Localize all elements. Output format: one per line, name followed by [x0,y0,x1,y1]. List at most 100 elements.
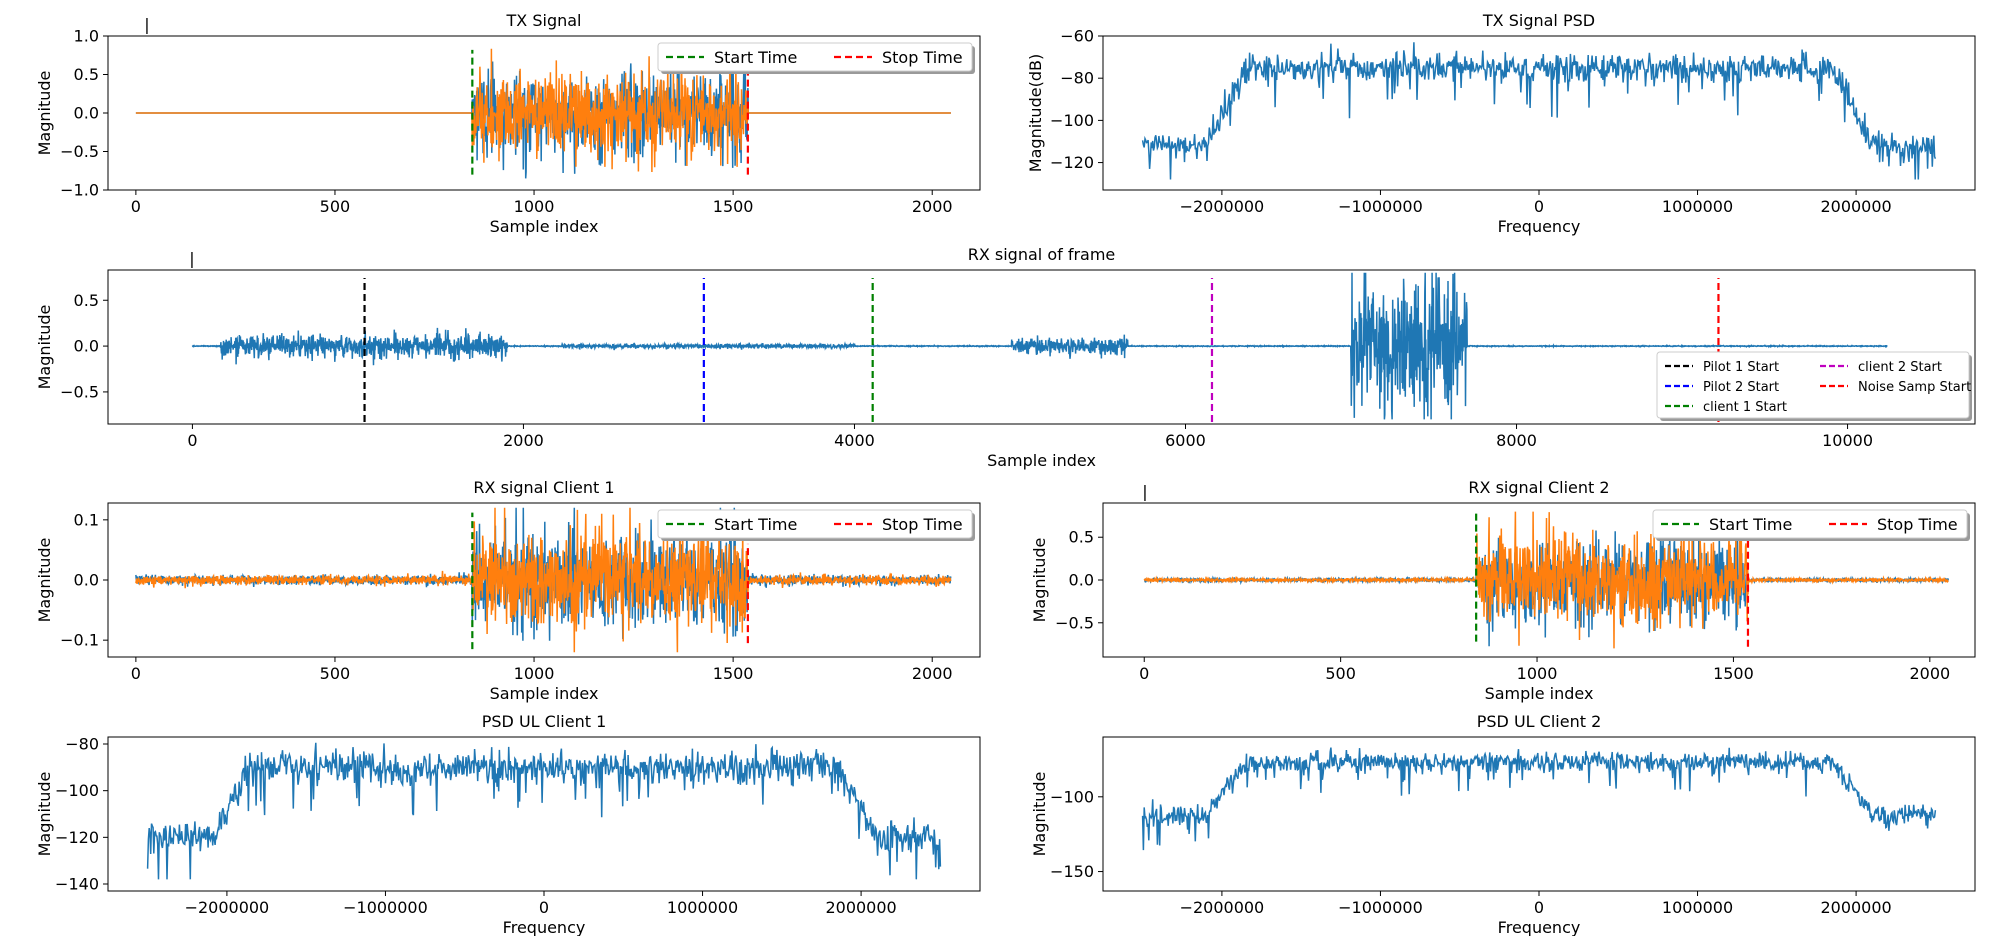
legend-box [1656,351,1970,419]
x-axis-label: Frequency [1498,217,1581,236]
y-tick-label: −100 [55,781,99,800]
x-tick-label: 1500 [713,664,754,683]
y-tick-label: −120 [55,828,99,847]
axes-frame [107,736,981,892]
y-tick-label: −0.1 [60,631,99,650]
x-tick-label: 1000000 [667,898,738,917]
y-tick-label: −80 [1060,69,1094,88]
x-tick-label: 2000000 [1820,197,1891,216]
y-tick-label: −0.5 [1055,613,1094,632]
legend: Start Time Stop Time [657,509,975,541]
y-tick-label: −60 [1060,27,1094,46]
x-tick-label: 0 [1534,197,1544,216]
x-tick-label: 500 [320,664,351,683]
x-tick-label: −2000000 [1180,898,1265,917]
chart-title: RX signal of frame [968,245,1116,264]
subplot-7: −2000000 −1000000 0 1000000 2000000 −100 −150 P… [1030,712,1976,936]
series-line-2 [135,507,952,653]
y-tick-label: −0.5 [60,382,99,401]
y-tick-label: −80 [65,735,99,754]
legend: Start Time Stop Time [1652,509,1970,541]
axes-frame [1102,736,1976,892]
y-axis-label: Magnitude [35,305,54,390]
legend-label: Pilot 2 Start [1703,380,1779,395]
legend-box [1652,509,1968,539]
x-tick-label: 2000 [912,664,953,683]
x-tick-label: 0 [1534,898,1544,917]
x-tick-label: 1000 [1517,664,1558,683]
subplot-5: 0 500 1000 1500 2000 0.5 0.0 −0.5 RX signal Clie… [1030,478,1976,703]
legend-label: Start Time [714,515,797,534]
x-tick-label: 0 [131,197,141,216]
x-tick-label: 4000 [834,431,875,450]
legend-label: Stop Time [1877,515,1958,534]
y-tick-label: 0.1 [74,510,99,529]
y-tick-label: −140 [55,875,99,894]
x-tick-label: 1500 [1713,664,1754,683]
x-tick-label: 0 [1139,664,1149,683]
y-tick-label: −100 [1050,787,1094,806]
x-axis-label: Frequency [1498,918,1581,936]
chart-title: TX Signal [506,11,582,30]
plot-area [1141,42,1937,180]
x-axis-label: Sample index [1485,684,1594,703]
legend-label: Start Time [1709,515,1792,534]
x-tick-label: 500 [1325,664,1356,683]
plot-area [1143,511,1950,649]
x-tick-label: −1000000 [1338,898,1423,917]
y-tick-label: 1.0 [74,27,99,46]
y-axis-label: Magnitude [1030,538,1049,623]
x-tick-label: −1000000 [1338,197,1423,216]
y-tick-label: −0.5 [60,142,99,161]
series-line-2 [135,47,951,173]
y-tick-label: 0.0 [74,104,99,123]
y-tick-label: −120 [1050,153,1094,172]
x-tick-label: 2000 [1909,664,1950,683]
plot-area [1141,747,1937,851]
chart-title: PSD UL Client 2 [1477,712,1602,731]
x-axis-label: Sample index [490,217,599,236]
x-tick-label: 1000000 [1662,197,1733,216]
x-tick-label: 2000000 [825,898,896,917]
marker-glyph: | [189,249,194,268]
legend: Pilot 1 Start Pilot 2 Start client 1 Start… [1656,351,1972,421]
x-tick-label: 0 [187,431,197,450]
subplot-3: 0 2000 4000 6000 8000 10000 0.5 0.0 −0.5 RX signa… [35,245,1976,470]
y-tick-label: 0.5 [74,65,99,84]
series-line-2 [1143,511,1949,649]
chart-title: TX Signal PSD [1482,11,1595,30]
y-tick-label: −100 [1050,111,1094,130]
y-axis-label: Magnitude [35,71,54,156]
y-axis-label: Magnitude [35,538,54,623]
rx-frame-line [191,272,1888,420]
x-tick-label: −1000000 [343,898,428,917]
y-tick-label: 0.5 [1069,528,1094,547]
legend-label: Pilot 1 Start [1703,360,1779,375]
x-tick-label: 6000 [1165,431,1206,450]
legend-label: Noise Samp Start [1858,380,1971,395]
x-tick-label: 2000 [503,431,544,450]
plot-area [146,742,942,880]
legend-box [657,42,973,72]
plot-area [135,507,952,653]
chart-title: RX signal Client 1 [473,478,614,497]
chart-title: RX signal Client 2 [1468,478,1609,497]
x-tick-label: 2000000 [1820,898,1891,917]
x-tick-label: 500 [320,197,351,216]
y-tick-label: −1.0 [60,181,99,200]
subplot-6: −2000000 −1000000 0 1000000 2000000 −80 −100 −1… [35,712,981,936]
x-tick-label: 1000000 [1662,898,1733,917]
legend-label: Stop Time [882,48,963,67]
y-tick-label: −150 [1050,862,1094,881]
x-tick-label: 1000 [514,664,555,683]
x-tick-label: 0 [539,898,549,917]
psd-line [1141,747,1937,851]
legend-label: client 1 Start [1703,400,1787,415]
x-tick-label: 1000 [514,197,555,216]
y-tick-label: 0.0 [74,571,99,590]
x-axis-label: Frequency [503,918,586,936]
x-tick-label: −2000000 [1180,197,1265,216]
marker-glyph: | [144,15,149,34]
y-tick-label: 0.0 [1069,571,1094,590]
